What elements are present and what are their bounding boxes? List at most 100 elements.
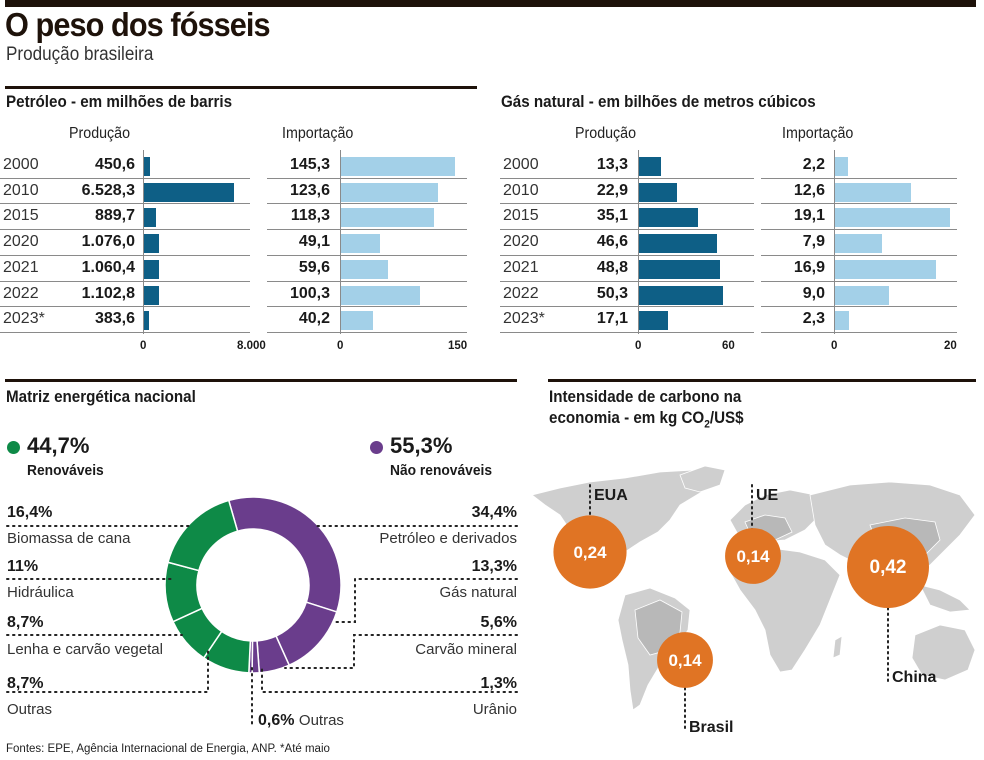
donut-slice-biomassa-de-cana <box>167 499 239 572</box>
year-label: 2021 <box>3 258 39 276</box>
leader-outras-renov <box>6 649 209 693</box>
row-divider <box>0 254 250 256</box>
imp-value: 100,3 <box>289 284 330 302</box>
top-bar <box>5 0 976 7</box>
row-divider <box>500 280 754 282</box>
year-label: 2010 <box>503 181 539 199</box>
prod-bar <box>144 182 234 202</box>
imp-value: 118,3 <box>290 207 330 225</box>
prod-tick-max: 60 <box>722 339 735 352</box>
donut-chart <box>6 496 518 727</box>
imp-value: 59,6 <box>298 258 330 276</box>
leader-carvao <box>284 634 518 669</box>
bubble-china <box>847 526 929 608</box>
prod-bar <box>639 311 668 331</box>
prod-bar <box>639 208 698 228</box>
row-divider <box>267 306 467 308</box>
ue-label: UE <box>756 487 779 504</box>
imp-value: 49,1 <box>298 233 330 251</box>
row-divider <box>500 177 754 179</box>
page-subtitle: Produção brasileira <box>6 44 154 65</box>
year-label: 2015 <box>503 207 539 225</box>
china-label: China <box>892 669 937 686</box>
uranio-pct: 1,3% <box>480 675 517 692</box>
imp-value: 19,1 <box>793 207 825 225</box>
imp-axis <box>834 150 835 334</box>
petroleo-pct: 34,4% <box>471 504 517 521</box>
source-note: Fontes: EPE, Agência Internacional de En… <box>6 743 330 755</box>
row-divider <box>0 331 250 333</box>
row-divider <box>761 229 957 231</box>
madagascar <box>832 635 843 659</box>
carbono-rule <box>548 379 976 382</box>
gas-imp-header: Importação <box>782 125 854 142</box>
southeast-asia <box>919 584 971 613</box>
prod-bar <box>144 285 160 305</box>
year-label: 2020 <box>3 233 39 251</box>
petroleo-title: Petróleo - em milhões de barris <box>6 93 233 111</box>
prod-value: 6.528,3 <box>81 181 135 199</box>
year-label: 2023* <box>503 310 545 328</box>
year-label: 2022 <box>3 284 39 302</box>
row-divider <box>0 306 250 308</box>
prod-axis <box>143 150 144 334</box>
carvao-pct: 5,6% <box>480 614 517 631</box>
year-label: 2023* <box>3 310 45 328</box>
bubble-ue <box>725 528 781 584</box>
bubble-value-china: 0,42 <box>870 557 907 578</box>
gas-prod-header: Produção <box>575 125 637 142</box>
year-label: 2000 <box>3 156 39 173</box>
matriz-rule <box>5 379 517 382</box>
hidraulica-pct: 11% <box>7 558 39 575</box>
prod-value: 1.076,0 <box>81 233 135 251</box>
prod-value: 50,3 <box>596 284 628 302</box>
renovaveis-pct: 44,7% <box>27 433 90 458</box>
imp-bar <box>341 285 420 305</box>
page-title: O peso dos fósseis <box>5 6 271 43</box>
petroleo-rule <box>5 86 477 89</box>
prod-bar <box>639 234 717 254</box>
row-divider <box>267 280 467 282</box>
year-label: 2021 <box>503 258 539 276</box>
nao-renovaveis-dot-icon <box>370 441 383 454</box>
year-label: 2015 <box>3 207 39 225</box>
prod-value: 17,1 <box>596 310 628 328</box>
row-divider <box>0 177 250 179</box>
outras-renov-label: Outras <box>7 701 53 718</box>
prod-value: 383,6 <box>94 310 135 328</box>
prod-tick-min: 0 <box>140 339 147 352</box>
imp-value: 7,9 <box>802 233 825 251</box>
eua-label: EUA <box>594 487 628 504</box>
prod-bar <box>639 285 723 305</box>
imp-value: 145,3 <box>289 156 330 173</box>
imp-tick-min: 0 <box>337 339 344 352</box>
world-map: 0,24 0,14 0,42 0,14 EUA UE China Brasil <box>531 465 976 736</box>
imp-bar <box>835 182 911 202</box>
imp-value: 123,6 <box>289 181 330 199</box>
carbono-title-line2: economia - em kg CO2/US$ <box>549 409 744 430</box>
imp-value: 40,2 <box>298 310 330 328</box>
uranio-label: Urânio <box>472 701 517 718</box>
row-divider <box>0 280 250 282</box>
row-divider <box>0 229 250 231</box>
gas-label: Gás natural <box>439 584 517 601</box>
petroleo-label: Petróleo e derivados <box>379 530 517 547</box>
bubble-value-eua: 0,24 <box>573 543 607 562</box>
imp-bar <box>835 259 937 279</box>
prod-value: 46,6 <box>596 233 628 251</box>
imp-bar <box>835 234 883 254</box>
row-divider <box>267 331 467 333</box>
prod-value: 450,6 <box>94 156 135 173</box>
carvao-label: Carvão mineral <box>415 641 517 658</box>
carbono-title-line1: Intensidade de carbono na <box>549 388 742 406</box>
outras-nao-renov-label: Outras <box>298 712 344 729</box>
leader-uranio <box>261 665 518 693</box>
imp-bar <box>835 157 849 176</box>
carbono-title-post: /US$ <box>709 409 744 427</box>
prod-bar <box>639 157 662 176</box>
imp-bar <box>835 311 849 331</box>
imp-bar <box>835 285 889 305</box>
row-divider <box>761 203 957 205</box>
imp-bar <box>341 208 435 228</box>
prod-value: 13,3 <box>596 156 628 173</box>
